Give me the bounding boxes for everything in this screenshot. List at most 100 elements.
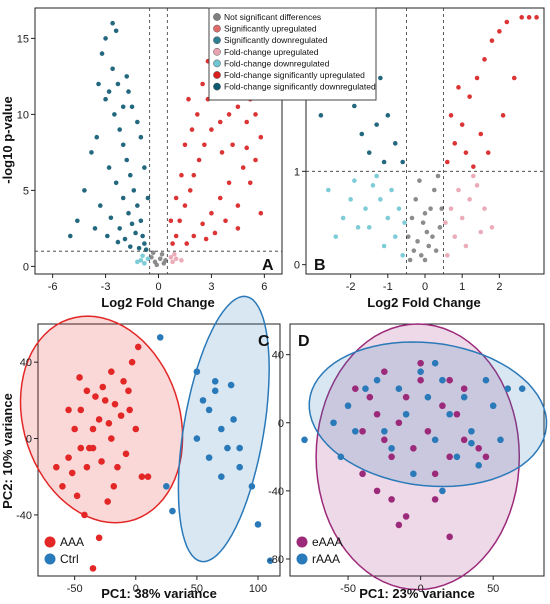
point-fc-sig-up — [223, 218, 228, 224]
point-raaa — [482, 376, 490, 384]
point-fc-sig-up — [456, 85, 461, 90]
x-tick-label: 0 — [422, 281, 428, 293]
point-not-significant — [159, 251, 165, 257]
point-fc-sig-up — [168, 218, 174, 224]
point-fc-down — [333, 234, 339, 239]
point-fc-down — [370, 183, 376, 188]
point-eaaa — [424, 427, 432, 435]
point-fc-down — [385, 215, 391, 221]
point-fc-up — [170, 259, 175, 265]
point-not-significant — [422, 211, 428, 216]
point-aaa — [89, 425, 97, 433]
point-eaaa — [475, 444, 482, 452]
point-aaa — [99, 383, 107, 391]
point-fc-sig-up — [235, 203, 241, 208]
legend-marker — [213, 36, 221, 45]
point-fc-sig-down — [103, 96, 108, 102]
point-not-significant — [430, 234, 435, 239]
point-fc-sig-down — [75, 218, 80, 224]
point-aaa — [132, 425, 140, 433]
point-fc-sig-up — [230, 142, 235, 148]
point-eaaa — [460, 385, 468, 393]
point-fc-sig-up — [504, 19, 510, 25]
point-fc-sig-down — [97, 203, 103, 208]
point-fc-sig-up — [182, 142, 188, 148]
point-raaa — [460, 393, 468, 401]
point-ctrl — [205, 406, 213, 414]
point-raaa — [431, 436, 439, 444]
point-raaa — [417, 368, 424, 375]
y-tick-label: 5 — [23, 185, 29, 197]
point-not-significant — [437, 225, 443, 230]
point-fc-sig-down — [110, 20, 115, 26]
y-tick-label: 0 — [23, 261, 29, 273]
point-fc-sig-down — [124, 157, 130, 163]
panel-c-xlabel: PC1: 38% variance — [101, 586, 217, 601]
point-ctrl — [205, 454, 213, 461]
point-fc-down — [366, 225, 372, 230]
point-fc-sig-up — [526, 15, 532, 20]
point-fc-sig-down — [120, 104, 126, 110]
point-fc-up — [474, 183, 480, 188]
point-eaaa — [417, 359, 424, 367]
point-fc-down — [400, 253, 405, 258]
legend-label-eaaa: eAAA — [312, 535, 343, 549]
point-aaa — [81, 511, 88, 519]
point-fc-sig-down — [117, 226, 122, 231]
point-eaaa — [352, 385, 359, 393]
point-fc-sig-up — [189, 127, 195, 132]
legend-marker — [213, 59, 221, 68]
point-fc-sig-up — [209, 127, 214, 132]
point-raaa — [446, 410, 453, 418]
point-not-significant — [409, 215, 415, 221]
point-raaa — [475, 462, 482, 469]
point-fc-sig-down — [115, 239, 121, 245]
point-fc-sig-up — [253, 112, 258, 117]
point-eaaa — [446, 376, 453, 384]
point-fc-sig-up — [173, 195, 179, 201]
point-aaa — [110, 482, 118, 490]
point-aaa — [108, 435, 115, 442]
point-not-significant — [149, 254, 154, 260]
point-aaa — [89, 565, 97, 572]
point-fc-sig-up — [184, 241, 190, 246]
point-fc-sig-down — [120, 142, 126, 148]
point-fc-sig-up — [191, 172, 197, 178]
point-fc-sig-up — [200, 221, 205, 227]
point-fc-sig-up — [485, 150, 491, 155]
point-not-significant — [422, 257, 428, 263]
point-fc-sig-down — [126, 89, 131, 94]
point-fc-sig-up — [478, 131, 484, 137]
point-not-significant — [411, 248, 417, 253]
point-fc-sig-down — [127, 172, 133, 178]
point-eaaa — [388, 496, 395, 503]
point-fc-sig-down — [140, 233, 145, 239]
point-raaa — [497, 436, 504, 444]
x-tick-label: 50 — [191, 583, 203, 595]
point-eaaa — [410, 444, 417, 452]
x-tick-label: 2 — [496, 281, 502, 293]
point-fc-sig-up — [219, 150, 225, 155]
point-eaaa — [402, 393, 410, 401]
point-not-significant — [407, 257, 413, 263]
point-aaa — [83, 387, 91, 395]
point-ctrl — [266, 557, 274, 565]
point-raaa — [489, 402, 497, 410]
point-eaaa — [388, 453, 395, 461]
point-not-significant — [424, 229, 430, 235]
point-ctrl — [254, 521, 262, 528]
point-not-significant — [413, 197, 419, 202]
point-aaa — [111, 400, 119, 408]
point-eaaa — [431, 470, 439, 478]
point-eaaa — [453, 410, 461, 418]
point-aaa — [77, 406, 85, 414]
point-fc-sig-up — [463, 150, 469, 155]
point-fc-sig-down — [96, 81, 101, 87]
point-fc-sig-down — [89, 150, 94, 155]
point-aaa — [95, 416, 103, 423]
point-fc-up — [482, 206, 487, 211]
legend-label: Fold-change significantly downregulated — [224, 82, 376, 92]
x-tick-label: -50 — [340, 583, 356, 595]
point-ctrl — [156, 334, 164, 341]
point-aaa — [117, 412, 125, 419]
